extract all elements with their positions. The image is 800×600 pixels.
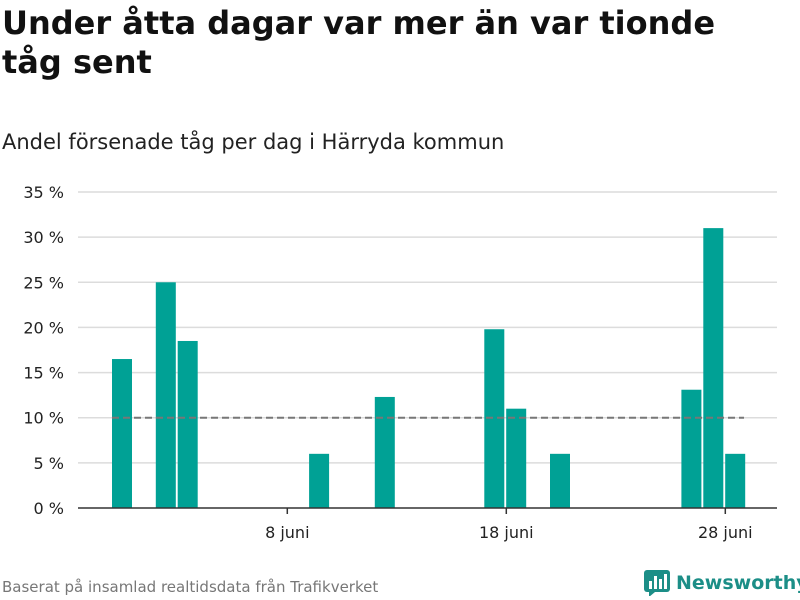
y-tick-label: 30 % (23, 228, 64, 247)
brand-logo: Newsworthy (644, 570, 800, 596)
chart-title: Under åtta dagar var mer än var tionde t… (2, 4, 716, 81)
bar (374, 396, 395, 508)
bar (550, 453, 570, 508)
y-tick-label: 15 % (23, 364, 64, 383)
chart-subtitle: Andel försenade tåg per dag i Härryda ko… (2, 130, 505, 154)
bar (725, 453, 746, 508)
y-tick-label: 10 % (23, 409, 64, 428)
brand-name: Newsworthy (676, 572, 800, 594)
bar (681, 389, 702, 508)
bar (703, 228, 724, 508)
y-tick-label: 35 % (23, 183, 64, 202)
bar (506, 408, 527, 508)
bar-chart: 0 % 5 % 10 % 15 % 20 % 25 % 30 % 35 % 8 juni 18 … (23, 183, 777, 542)
y-tick-label: 25 % (23, 273, 64, 292)
bar (309, 453, 330, 508)
source-note: Baserat på insamlad realtidsdata från Tr… (2, 578, 379, 596)
bar (155, 282, 176, 508)
y-tick-label: 0 % (34, 499, 64, 518)
bar (484, 329, 505, 508)
x-axis: 8 juni 18 juni 28 juni (78, 507, 777, 542)
bar (112, 359, 132, 508)
y-axis-ticks: 0 % 5 % 10 % 15 % 20 % 25 % 30 % 35 % (23, 183, 64, 518)
bar (177, 340, 198, 508)
bars (112, 228, 746, 508)
newsworthy-logo-icon (644, 570, 670, 596)
x-tick-label: 18 juni (479, 523, 534, 542)
x-tick-label: 8 juni (265, 523, 309, 542)
y-tick-label: 5 % (34, 454, 64, 473)
y-tick-label: 20 % (23, 318, 64, 337)
x-tick-label: 28 juni (698, 523, 753, 542)
